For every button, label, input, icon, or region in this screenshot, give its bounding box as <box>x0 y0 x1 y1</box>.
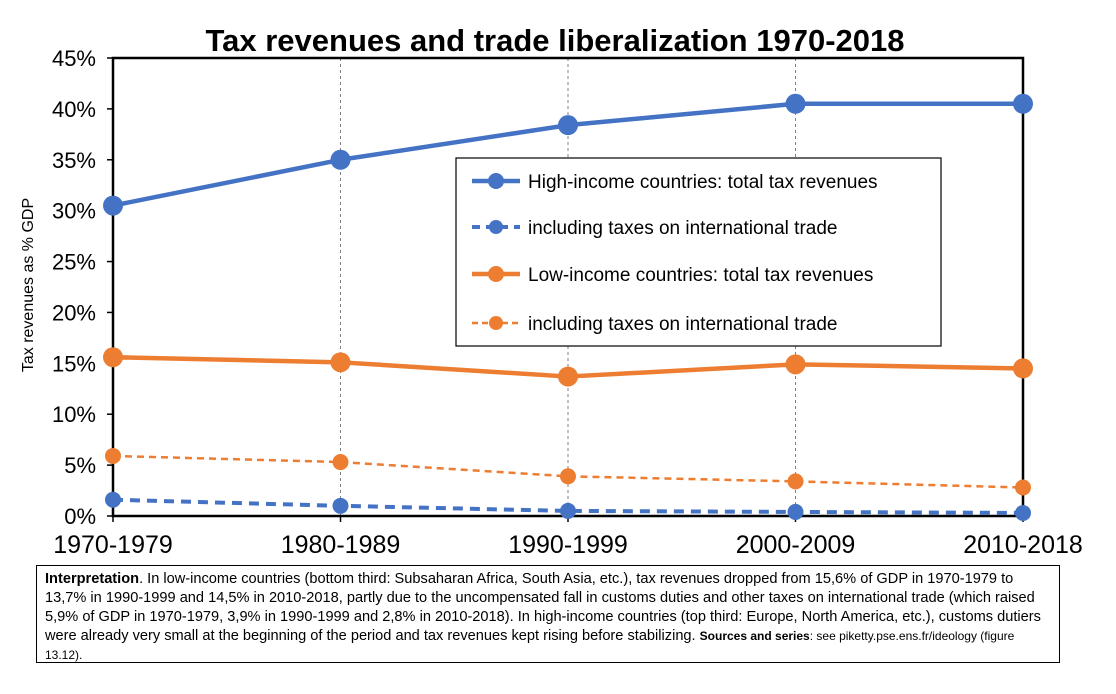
series-4-point <box>105 447 121 464</box>
y-tick-label: 15% <box>52 351 96 376</box>
x-tick-label: 1980-1989 <box>281 531 401 559</box>
legend-marker-4 <box>489 316 503 330</box>
x-tick-label: 1990-1999 <box>508 531 628 559</box>
note-heading: Interpretation <box>45 571 140 587</box>
x-tick-label: 2000-2009 <box>736 531 856 559</box>
series-2-point <box>787 503 804 520</box>
y-tick-label: 20% <box>52 300 96 325</box>
note-text: . In low-income countries (bottom third:… <box>45 571 1041 644</box>
y-tick-label: 0% <box>64 504 96 529</box>
legend-label-2: including taxes on international trade <box>528 218 837 239</box>
series-4-point <box>332 454 349 471</box>
interpretation-note: Interpretation. In low-income countries … <box>36 565 1060 663</box>
x-tick-label: 1970-1979 <box>53 531 173 559</box>
series-1-point <box>330 149 351 170</box>
series-1-point <box>785 93 806 114</box>
series-3-point <box>558 366 578 387</box>
legend-label-3: Low-income countries: total tax revenues <box>528 265 873 286</box>
series-3-point <box>785 354 806 375</box>
sources-label: Sources and series <box>699 629 810 643</box>
series-4-point <box>560 468 576 485</box>
y-axis-label: Tax revenues as % GDP <box>20 198 37 372</box>
legend-label-4: including taxes on international trade <box>528 314 837 335</box>
y-tick-label: 30% <box>52 199 96 224</box>
series-3-point <box>330 352 351 373</box>
series-3-point <box>1013 358 1033 379</box>
series-1-point <box>558 115 578 136</box>
legend-box <box>455 157 942 347</box>
legend-label-1: High-income countries: total tax revenue… <box>528 172 878 193</box>
legend: High-income countries: total tax revenue… <box>455 157 942 347</box>
legend-marker-1 <box>488 173 504 189</box>
sources-text: : see piketty.pse.ens.fr/ideology (figur… <box>45 629 1015 662</box>
series-2-point <box>105 491 121 508</box>
y-tick-label: 45% <box>52 46 96 71</box>
y-tick-label: 35% <box>52 148 96 173</box>
series-2-point <box>332 497 349 514</box>
series-2-point <box>560 502 576 519</box>
y-axis-ticks: 0% 5% 10% 15% 20% 25% 30% 35% 40% 45% <box>52 46 113 529</box>
x-axis-ticks: 1970-1979 1980-1989 1990-1999 2000-2009 2010… <box>53 516 1083 559</box>
y-tick-label: 40% <box>52 97 96 122</box>
legend-marker-3 <box>488 266 504 282</box>
y-tick-label: 10% <box>52 402 96 427</box>
series-1-point <box>103 195 123 216</box>
y-tick-label: 5% <box>64 453 96 478</box>
series-4-point <box>1015 479 1031 496</box>
series-4-point <box>787 473 804 490</box>
legend-marker-2 <box>489 220 503 234</box>
chart-title: Tax revenues and trade liberalization 19… <box>206 23 905 58</box>
series-3-point <box>103 347 123 368</box>
series-2-point <box>1015 504 1031 521</box>
series-lines <box>103 93 1033 521</box>
y-tick-label: 25% <box>52 250 96 275</box>
series-1-point <box>1013 93 1033 114</box>
x-tick-label: 2010-2018 <box>963 531 1083 559</box>
line-chart: Tax revenues and trade liberalization 19… <box>20 23 1083 559</box>
series-line-4 <box>112 454 1024 489</box>
